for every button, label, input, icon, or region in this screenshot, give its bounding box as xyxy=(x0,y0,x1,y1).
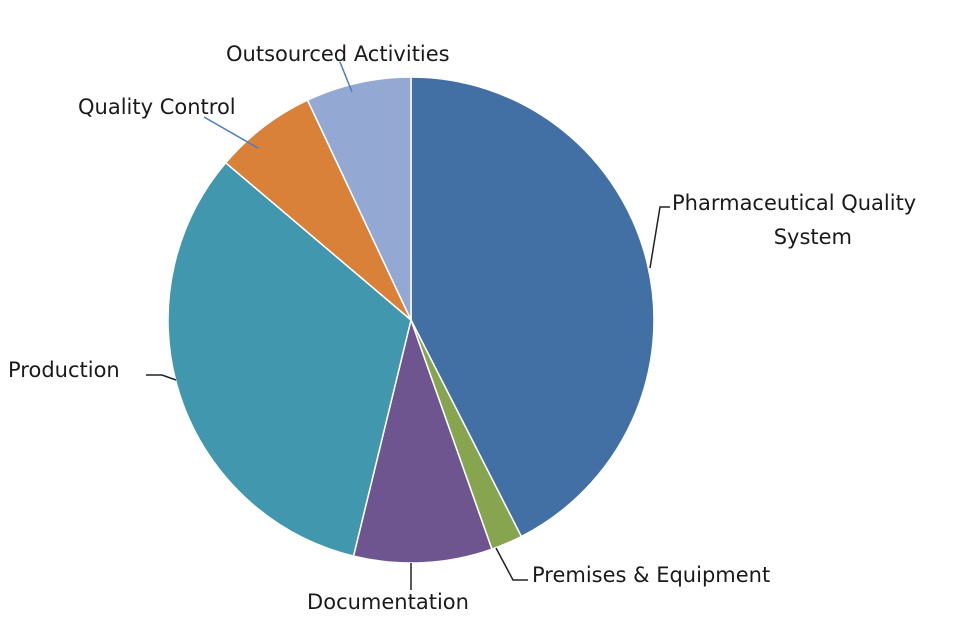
label-pharmaceutical-quality-system-line2: System xyxy=(774,225,852,249)
label-production: Production xyxy=(8,358,120,382)
label-quality-control: Quality Control xyxy=(78,95,236,119)
leader-pharmaceutical-quality-system xyxy=(649,206,670,269)
label-pharmaceutical-quality-system: Pharmaceutical Quality xyxy=(672,191,916,215)
leader-quality-control xyxy=(203,116,259,149)
label-premises-equipment: Premises & Equipment xyxy=(532,563,770,587)
label-documentation: Documentation xyxy=(307,590,469,614)
leader-premises-equipment xyxy=(495,547,528,581)
leader-production xyxy=(146,374,177,381)
leader-lines xyxy=(146,61,670,590)
leader-outsourced-activities xyxy=(339,61,353,93)
slice-pharmaceutical-quality-system xyxy=(410,76,655,538)
slice-documentation xyxy=(352,317,493,564)
label-outsourced-activities: Outsourced Activities xyxy=(226,42,450,66)
slice-production xyxy=(167,161,412,558)
slice-outsourced-activities xyxy=(306,76,412,321)
pie-slices xyxy=(167,76,655,564)
